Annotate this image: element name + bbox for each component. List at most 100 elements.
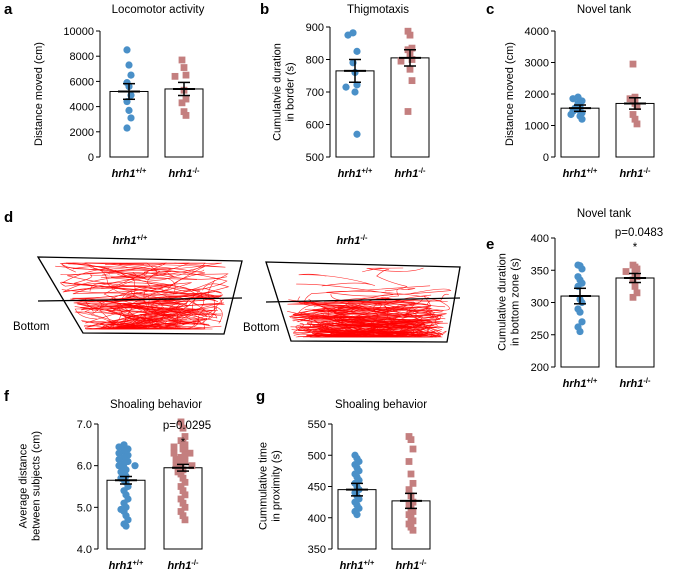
- panel-label: d: [4, 209, 13, 226]
- data-point: [576, 308, 584, 316]
- data-point: [633, 273, 641, 281]
- data-point: [115, 443, 123, 451]
- track-path: [101, 318, 164, 330]
- data-point: [407, 436, 415, 444]
- data-point: [177, 418, 185, 426]
- track-path: [119, 262, 158, 275]
- track-path: [60, 262, 228, 280]
- data-point: [406, 65, 414, 73]
- data-point: [170, 449, 178, 457]
- y-axis-label: Cumulatvie durationin border (s): [271, 43, 296, 141]
- data-point: [578, 265, 586, 273]
- panel-label: f: [4, 388, 10, 405]
- track-path: [62, 268, 176, 294]
- data-point: [182, 71, 190, 79]
- track-path: [362, 267, 424, 273]
- panel-f: f Shoaling behavior Average distancebetwee…: [4, 388, 211, 572]
- panel-label: c: [486, 1, 494, 18]
- track-path: [73, 274, 197, 296]
- data-point: [408, 56, 416, 63]
- data-point: [342, 83, 350, 91]
- track-path: [321, 296, 446, 312]
- chart-title: Novel tank: [577, 4, 632, 16]
- x-tick-label: hrh1+/+: [340, 558, 375, 572]
- y-tick-label: 7.0: [77, 419, 92, 431]
- data-point: [178, 99, 186, 107]
- y-tick-label: 6000: [70, 76, 94, 88]
- y-tick-label: 700: [306, 87, 324, 99]
- data-point: [578, 115, 586, 123]
- tank-outline: [36, 256, 243, 335]
- data-point: [353, 511, 361, 519]
- track-path: [412, 314, 441, 327]
- track-path: [72, 262, 169, 302]
- data-point: [181, 503, 189, 511]
- data-point: [180, 108, 188, 116]
- data-point: [404, 27, 412, 35]
- data-point: [177, 460, 185, 467]
- track-path: [296, 283, 424, 297]
- track-path: [298, 304, 399, 316]
- data-point: [182, 112, 190, 119]
- data-point: [179, 487, 187, 495]
- track-path: [299, 325, 414, 337]
- x-tick-label: hrh1-/-: [396, 558, 427, 572]
- y-tick-label: 500: [306, 152, 324, 164]
- x-tick-label: hrh1-/-: [169, 166, 200, 180]
- track-genotype-label: hrh1-/-: [337, 233, 368, 247]
- track-path: [85, 262, 206, 281]
- panel-label: e: [486, 236, 494, 253]
- panel-label: g: [256, 388, 265, 405]
- y-tick-label: 4000: [525, 26, 549, 38]
- track-path: [293, 308, 428, 331]
- y-tick-label: 4.0: [77, 544, 92, 556]
- significance-star: *: [633, 242, 638, 254]
- bottom-zone-label: Bottom: [13, 321, 49, 333]
- track-path: [105, 263, 228, 294]
- data-point: [180, 64, 188, 71]
- y-tick-label: 2000: [525, 89, 549, 101]
- data-point: [353, 130, 361, 138]
- y-tick-label: 550: [308, 419, 326, 431]
- data-point: [633, 120, 641, 128]
- data-point: [629, 293, 637, 301]
- y-axis-label: Average distancebetween subjects (cm): [17, 431, 42, 541]
- y-tick-label: 6.0: [77, 461, 92, 473]
- y-axis-label: Distance moved (cm): [504, 42, 516, 146]
- y-tick-label: 0: [543, 152, 549, 164]
- x-tick-label: hrh1+/+: [338, 166, 373, 180]
- data-point: [629, 60, 637, 68]
- panel-c: c Novel tank Distance moved (cm) 0 1000 2000 3…: [486, 1, 655, 180]
- bottom-zone-label: Bottom: [243, 322, 279, 334]
- y-tick-label: 0: [88, 152, 94, 164]
- y-tick-label: 300: [531, 298, 549, 310]
- data-point: [188, 462, 196, 470]
- data-point: [181, 478, 189, 486]
- y-axis-label: Cumulative durationin bottom zone (s): [496, 253, 521, 351]
- y-tick-label: 5.0: [77, 502, 92, 514]
- data-point: [633, 103, 641, 110]
- data-point: [170, 443, 178, 451]
- data-point: [344, 31, 352, 39]
- chart-title: Novel tank: [577, 208, 632, 220]
- data-point: [353, 47, 361, 55]
- y-tick-label: 350: [308, 544, 326, 556]
- track-path: [77, 300, 201, 315]
- data-point: [408, 77, 416, 85]
- data-point: [629, 111, 637, 118]
- panel-b: b Thigmotaxis Cumulatvie durationin border…: [260, 1, 430, 180]
- data-point: [172, 456, 180, 463]
- track-path: [111, 318, 207, 330]
- tank-midline: [265, 297, 461, 303]
- data-point: [179, 424, 187, 432]
- x-tick-label: hrh1-/-: [620, 166, 651, 180]
- data-point: [409, 517, 417, 525]
- track-path: [356, 315, 437, 328]
- y-tick-label: 900: [306, 22, 324, 34]
- track-path: [81, 300, 205, 330]
- data-point: [171, 72, 179, 80]
- y-tick-label: 400: [531, 233, 549, 245]
- data-point: [181, 447, 189, 455]
- y-axis-label: Distance moved (cm): [33, 42, 45, 146]
- bar: [390, 57, 430, 158]
